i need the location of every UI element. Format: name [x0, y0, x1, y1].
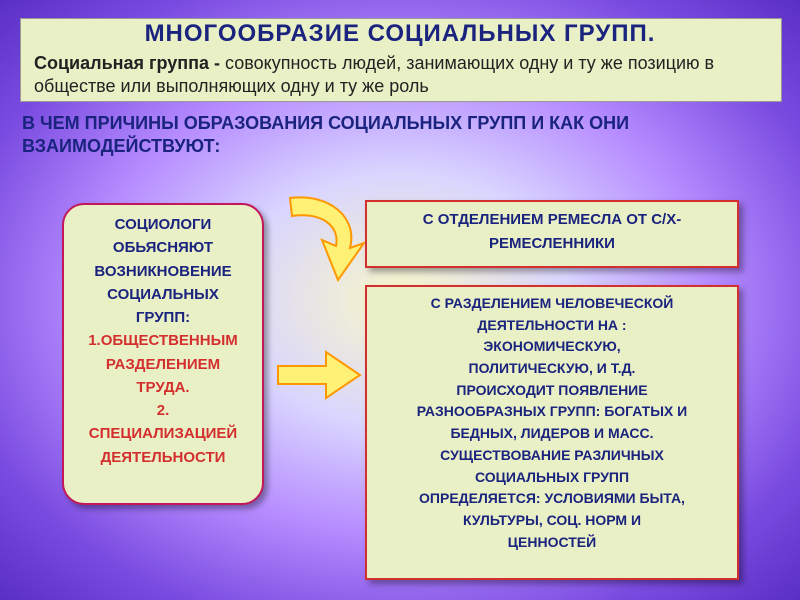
box1-r2: РАЗДЕЛЕНИЕМ	[64, 353, 262, 376]
definition-bold: Социальная группа -	[34, 53, 225, 73]
box-sociologists: СОЦИОЛОГИ ОБЬЯСНЯЮТ ВОЗНИКНОВЕНИЕ СОЦИАЛ…	[62, 203, 264, 505]
box1-r3: ТРУДА.	[64, 376, 262, 399]
box3-l4: ПОЛИТИЧЕСКУЮ, И Т.Д.	[367, 358, 737, 380]
main-title: МНОГООБРАЗИЕ СОЦИАЛЬНЫХ ГРУПП.	[0, 20, 800, 48]
box3-l5: ПРОИСХОДИТ ПОЯВЛЕНИЕ	[367, 380, 737, 402]
box1-l5: ГРУПП:	[64, 306, 262, 329]
box3-l12: ЦЕННОСТЕЙ	[367, 532, 737, 554]
box2-l2: РЕМЕСЛЕННИКИ	[367, 232, 737, 256]
box3-l7: БЕДНЫХ, ЛИДЕРОВ И МАСС.	[367, 423, 737, 445]
box1-r1: 1.ОБЩЕСТВЕННЫМ	[64, 329, 262, 352]
box-crafts: С ОТДЕЛЕНИЕМ РЕМЕСЛА ОТ С/Х- РЕМЕСЛЕННИК…	[365, 200, 739, 268]
box3-l8: СУЩЕСТВОВАНИЕ РАЗЛИЧНЫХ	[367, 445, 737, 467]
definition-text: Социальная группа - совокупность людей, …	[34, 52, 774, 97]
curved-arrow-icon	[270, 188, 365, 288]
box1-r6: ДЕЯТЕЛЬНОСТИ	[64, 446, 262, 469]
box1-r5: СПЕЦИАЛИЗАЦИЕЙ	[64, 422, 262, 445]
box3-l3: ЭКОНОМИЧЕСКУЮ,	[367, 336, 737, 358]
box2-l1: С ОТДЕЛЕНИЕМ РЕМЕСЛА ОТ С/Х-	[367, 208, 737, 232]
box1-l2: ОБЬЯСНЯЮТ	[64, 236, 262, 259]
box3-l2: ДЕЯТЕЛЬНОСТИ НА :	[367, 315, 737, 337]
straight-arrow-icon	[276, 350, 362, 400]
box1-l4: СОЦИАЛЬНЫХ	[64, 283, 262, 306]
box3-l9: СОЦИАЛЬНЫХ ГРУПП	[367, 467, 737, 489]
box3-l1: С РАЗДЕЛЕНИЕМ ЧЕЛОВЕЧЕСКОЙ	[367, 293, 737, 315]
box1-r4: 2.	[64, 399, 262, 422]
slide-root: МНОГООБРАЗИЕ СОЦИАЛЬНЫХ ГРУПП. Социальна…	[0, 0, 800, 600]
box3-l6: РАЗНООБРАЗНЫХ ГРУПП: БОГАТЫХ И	[367, 401, 737, 423]
box1-l3: ВОЗНИКНОВЕНИЕ	[64, 260, 262, 283]
box3-l11: КУЛЬТУРЫ, СОЦ. НОРМ И	[367, 510, 737, 532]
box3-l10: ОПРЕДЕЛЯЕТСЯ: УСЛОВИЯМИ БЫТА,	[367, 488, 737, 510]
subtitle: В ЧЕМ ПРИЧИНЫ ОБРАЗОВАНИЯ СОЦИАЛЬНЫХ ГРУ…	[22, 112, 782, 159]
box1-l1: СОЦИОЛОГИ	[64, 213, 262, 236]
box-division: С РАЗДЕЛЕНИЕМ ЧЕЛОВЕЧЕСКОЙ ДЕЯТЕЛЬНОСТИ …	[365, 285, 739, 580]
